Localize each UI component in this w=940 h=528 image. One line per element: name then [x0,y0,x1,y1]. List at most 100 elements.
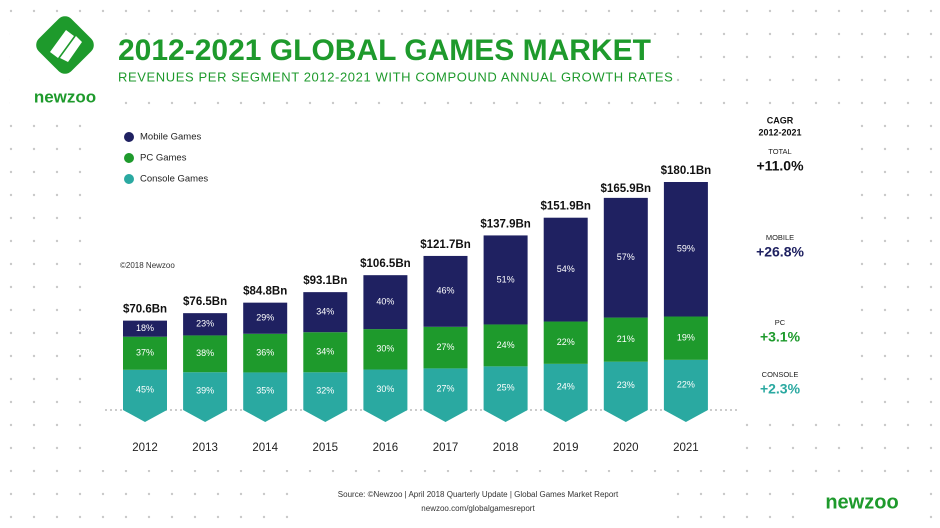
segment-label: 25% [497,383,515,393]
bar-segment [363,275,408,330]
total-label: $106.5Bn [360,258,411,270]
bar-segment [543,217,588,322]
footer-logo-background [805,485,920,520]
segment-label: 54% [557,264,575,274]
bar-segment [483,324,528,367]
segment-label: 51% [497,274,515,284]
legend-label: PC Games [140,153,187,164]
segment-label: 23% [617,380,635,390]
bar-point [303,410,348,422]
bar-segment [663,316,708,360]
bar-point [543,410,588,422]
footer-logo: newzoo [825,491,898,513]
cagr-value: +11.0% [756,158,804,174]
bar-segment [243,302,288,334]
segment-label: 21% [617,334,635,344]
segment-label: 35% [256,386,274,396]
segment-label: 27% [436,384,454,394]
legend-swatch [124,132,134,142]
bar-segment [243,372,288,410]
total-label: $84.8Bn [243,286,287,298]
segment-label: 34% [316,307,334,317]
bar-segment [123,336,167,370]
bar-segment [123,320,167,337]
segment-label: 59% [677,244,695,254]
segment-label: 46% [436,286,454,296]
x-tick-label: 2017 [433,442,459,454]
x-tick-label: 2013 [192,442,218,454]
bar-segment [363,329,408,370]
chart-subtitle: REVENUES PER SEGMENT 2012-2021 WITH COMP… [118,69,673,84]
logo [36,16,94,74]
cagr-label: CONSOLE [762,370,799,379]
cagr-value: +2.3% [760,381,801,397]
bar-segment [303,372,348,410]
bar-segment [363,369,408,410]
source-url: newzoo.com/globalgamesreport [421,504,535,513]
bar-segment [483,366,528,410]
legend-label: Mobile Games [140,132,201,143]
bar-point [483,410,528,422]
segment-label: 57% [617,252,635,262]
total-label: $76.5Bn [183,296,227,308]
segment-label: 30% [376,384,394,394]
total-label: $121.7Bn [420,239,471,251]
bar-segment [423,255,468,327]
cagr-value: +26.8% [756,244,804,260]
segment-label: 38% [196,348,214,358]
bar-segment [303,292,348,333]
x-tick-label: 2015 [313,442,339,454]
segment-label: 27% [436,342,454,352]
segment-label: 23% [196,319,214,329]
logo-text: newzoo [34,87,96,106]
segment-label: 30% [376,344,394,354]
bar-segment [183,335,228,373]
bar-segment [603,197,648,318]
cagr-label: TOTAL [768,147,791,156]
bar-segment [183,313,228,336]
total-label: $151.9Bn [540,201,591,213]
bar-point [243,410,288,422]
title-background [110,35,670,90]
cagr-period: 2012-2021 [758,127,801,137]
bar-segment [423,326,468,369]
segment-label: 19% [677,333,695,343]
cagr-background [745,110,855,410]
source: Source: ©Newzoo | April 2018 Quarterly U… [338,490,619,499]
x-tick-label: 2014 [252,442,278,454]
x-tick-label: 2019 [553,442,579,454]
bar-segment [183,372,228,410]
segment-label: 34% [316,347,334,357]
segment-label: 29% [256,313,274,323]
cagr-label: MOBILE [766,233,794,242]
cagr-label: PC [775,318,786,327]
bar-segment [603,317,648,362]
logo-stripes [50,30,82,62]
segment-label: 32% [316,386,334,396]
copyright: ©2018 Newzoo [120,261,175,270]
bar-point [123,410,167,422]
segment-label: 24% [497,340,515,350]
total-label: $180.1Bn [661,165,712,177]
total-label: $70.6Bn [123,304,167,316]
x-tick-label: 2012 [132,442,158,454]
total-label: $137.9Bn [480,218,531,230]
bar-segment [543,363,588,410]
bar-segment [483,235,528,325]
segment-label: 22% [557,337,575,347]
x-tick-label: 2021 [673,442,699,454]
segment-label: 37% [136,348,154,358]
segment-label: 18% [136,323,154,333]
bar-segment [423,368,468,410]
bar-point [663,410,708,422]
bar-segment [663,359,708,410]
segment-label: 36% [256,347,274,357]
bar-segment [243,333,288,373]
cagr-title: CAGR [767,115,794,125]
segment-label: 40% [376,297,394,307]
legend-swatch [124,174,134,184]
segment-label: 45% [136,384,154,394]
legend-label: Console Games [140,174,208,185]
chart-title: 2012-2021 GLOBAL GAMES MARKET [118,34,651,67]
